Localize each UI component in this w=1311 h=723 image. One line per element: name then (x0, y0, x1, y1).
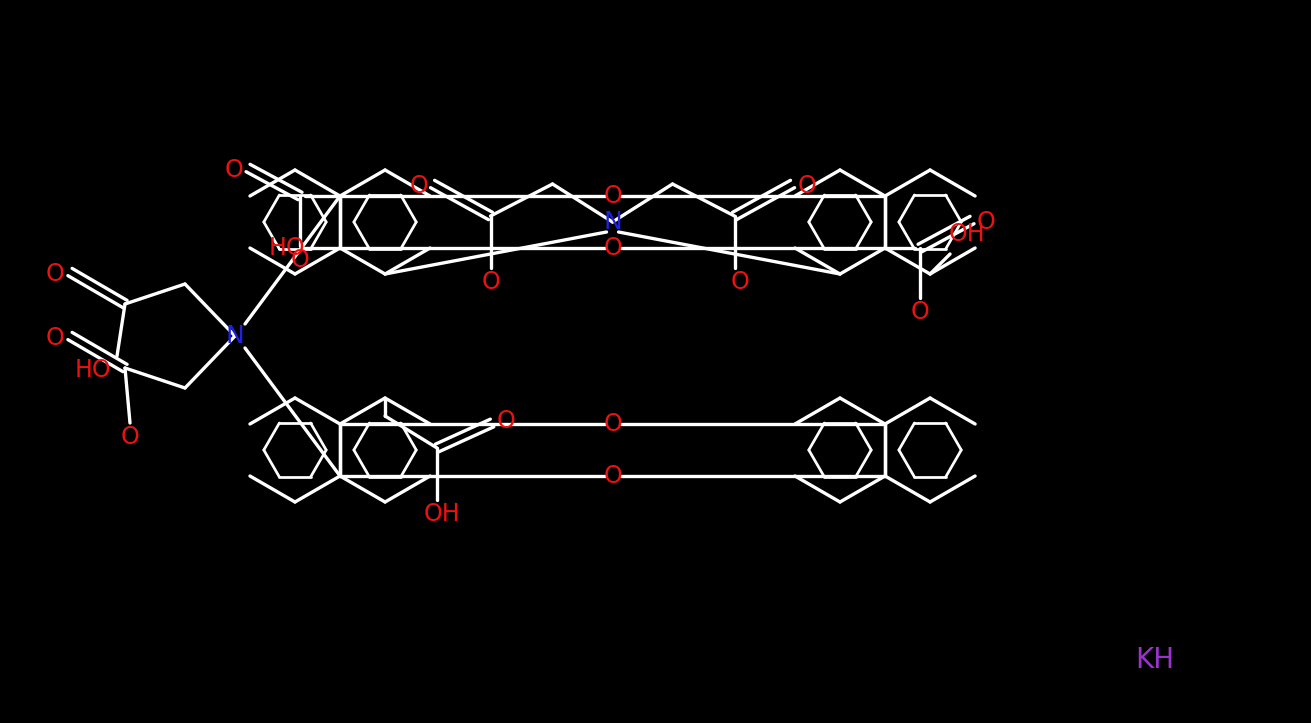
Text: O: O (603, 412, 621, 436)
Text: O: O (603, 464, 621, 488)
Text: O: O (46, 262, 64, 286)
Text: O: O (730, 270, 749, 294)
Text: O: O (603, 236, 621, 260)
Text: O: O (497, 409, 515, 433)
Text: HO: HO (75, 358, 111, 382)
Text: O: O (46, 326, 64, 350)
Text: KH: KH (1135, 646, 1175, 674)
Text: O: O (481, 270, 499, 294)
Text: N: N (225, 324, 244, 348)
Text: N: N (603, 210, 621, 234)
Text: O: O (797, 174, 815, 198)
Text: O: O (603, 184, 621, 208)
Text: O: O (224, 158, 244, 182)
Text: OH: OH (423, 502, 460, 526)
Text: HO: HO (269, 236, 305, 260)
Text: O: O (409, 174, 427, 198)
Text: O: O (121, 425, 139, 449)
Text: O: O (291, 248, 309, 272)
Text: O: O (977, 210, 995, 234)
Text: O: O (911, 300, 929, 324)
Text: OH: OH (949, 222, 986, 246)
